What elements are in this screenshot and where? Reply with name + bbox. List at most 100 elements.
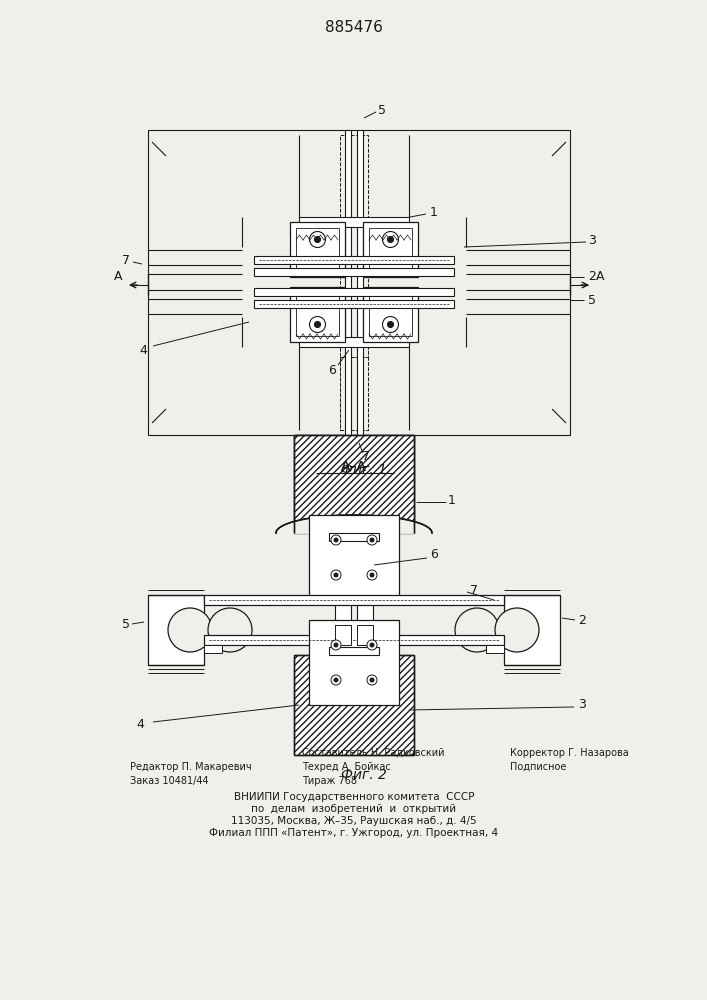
Bar (504, 595, 560, 665)
Bar (254, 256, 454, 264)
Circle shape (370, 643, 374, 647)
Text: Филиал ППП «Патент», г. Ужгород, ул. Проектная, 4: Филиал ППП «Патент», г. Ужгород, ул. Про… (209, 828, 498, 838)
Bar (294, 435, 414, 533)
Text: по  делам  изобретений  и  открытий: по делам изобретений и открытий (252, 804, 457, 814)
Bar (345, 130, 351, 435)
Text: 7: 7 (362, 450, 370, 464)
Circle shape (168, 608, 212, 652)
Text: Фиг. 2: Фиг. 2 (341, 768, 387, 782)
Circle shape (331, 675, 341, 685)
Bar (340, 272, 368, 357)
Circle shape (387, 236, 394, 242)
Bar (340, 357, 368, 430)
Text: Составитель Н. Радковский: Составитель Н. Радковский (302, 748, 445, 758)
Bar (369, 228, 412, 271)
Bar (296, 293, 339, 336)
Text: 3: 3 (578, 698, 586, 712)
Circle shape (310, 316, 325, 332)
Text: Редактор П. Макаревич: Редактор П. Макаревич (130, 762, 252, 772)
Circle shape (315, 236, 320, 242)
Bar (290, 287, 345, 342)
Bar (148, 595, 204, 665)
Bar (369, 293, 412, 336)
Text: 5: 5 (122, 618, 130, 632)
Circle shape (334, 538, 338, 542)
Text: Заказ 10481/44: Заказ 10481/44 (130, 776, 209, 786)
Circle shape (331, 570, 341, 580)
Circle shape (495, 608, 539, 652)
Circle shape (382, 316, 399, 332)
Polygon shape (276, 515, 432, 533)
Circle shape (315, 322, 320, 328)
Circle shape (334, 573, 338, 577)
Text: Корректор Г. Назарова: Корректор Г. Назарова (510, 748, 629, 758)
Text: Техред А. Бойкас: Техред А. Бойкас (302, 762, 391, 772)
Bar (290, 222, 345, 277)
Bar (294, 435, 414, 533)
Text: Подписное: Подписное (510, 762, 566, 772)
Text: A: A (114, 270, 122, 284)
Bar (294, 655, 414, 755)
Text: 3: 3 (588, 233, 596, 246)
Text: 6: 6 (430, 548, 438, 562)
Bar (329, 533, 379, 541)
Text: Тираж 768: Тираж 768 (302, 776, 357, 786)
Text: 7: 7 (122, 253, 130, 266)
Circle shape (382, 232, 399, 247)
Text: 113035, Москва, Ж–35, Раушская наб., д. 4/5: 113035, Москва, Ж–35, Раушская наб., д. … (231, 816, 477, 826)
Text: A: A (596, 270, 604, 284)
Bar (335, 533, 351, 655)
Text: Фиг. 1: Фиг. 1 (341, 463, 387, 477)
Circle shape (387, 322, 394, 328)
Bar (329, 647, 379, 655)
Bar (309, 515, 399, 600)
Text: ВНИИПИ Государственного комитета  СССР: ВНИИПИ Государственного комитета СССР (234, 792, 474, 802)
Text: 4: 4 (136, 718, 144, 732)
Circle shape (370, 678, 374, 682)
Text: 1: 1 (430, 206, 438, 219)
Bar (363, 222, 418, 277)
Circle shape (370, 573, 374, 577)
Bar (254, 268, 454, 276)
Text: A–A: A–A (341, 460, 367, 474)
Text: 4: 4 (139, 344, 147, 357)
Circle shape (334, 643, 338, 647)
Text: 2: 2 (588, 270, 596, 284)
Bar (363, 287, 418, 342)
Text: A–A: A–A (341, 460, 367, 474)
Bar (254, 300, 454, 308)
Circle shape (334, 678, 338, 682)
Circle shape (331, 535, 341, 545)
Circle shape (367, 570, 377, 580)
Text: 5: 5 (588, 294, 596, 306)
Circle shape (331, 640, 341, 650)
Circle shape (367, 535, 377, 545)
Circle shape (455, 608, 499, 652)
Bar (357, 533, 373, 655)
Bar (299, 337, 409, 347)
Text: 6: 6 (328, 363, 336, 376)
Bar (340, 135, 368, 222)
Circle shape (310, 232, 325, 247)
Text: 2: 2 (578, 613, 586, 626)
Bar (148, 130, 570, 435)
Text: 7: 7 (470, 584, 478, 596)
Text: 885476: 885476 (325, 20, 383, 35)
Polygon shape (276, 515, 432, 533)
Text: 1: 1 (448, 493, 456, 506)
Circle shape (367, 640, 377, 650)
Bar (340, 345, 368, 430)
Bar (357, 130, 363, 435)
Bar (335, 625, 351, 645)
Circle shape (367, 675, 377, 685)
Circle shape (208, 608, 252, 652)
Bar (486, 645, 504, 653)
Bar (299, 217, 409, 227)
Text: 5: 5 (378, 104, 386, 116)
Circle shape (370, 538, 374, 542)
Bar (204, 645, 222, 653)
Bar (309, 620, 399, 705)
Bar (204, 595, 504, 605)
Bar (204, 635, 504, 645)
Bar (296, 228, 339, 271)
